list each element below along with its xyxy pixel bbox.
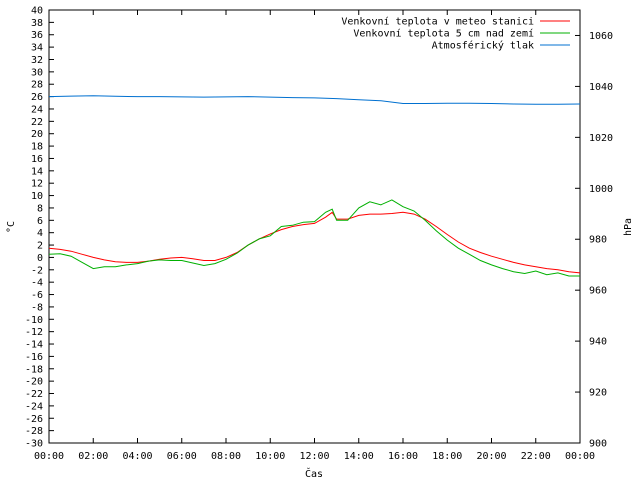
y-left-tick-label: 40 (31, 6, 43, 17)
y-left-tick-label: 36 (31, 30, 43, 41)
y-left-tick-label: 6 (37, 216, 43, 227)
y-left-tick-label: 4 (37, 228, 43, 239)
y-left-tick-label: 28 (31, 80, 43, 91)
y-left-tick-label: -20 (25, 377, 43, 388)
y-left-tick-label: -6 (31, 290, 43, 301)
y-left-tick-label: -14 (25, 340, 43, 351)
y-left-tick-label: 12 (31, 179, 43, 190)
x-tick-label: 06:00 (167, 451, 197, 462)
x-tick-label: 14:00 (344, 451, 374, 462)
y-right-tick-label: 1040 (589, 82, 613, 93)
series-line-2 (48, 95, 581, 105)
y-left-tick-label: -16 (25, 352, 43, 363)
x-tick-label: 02:00 (78, 451, 108, 462)
y-left-tick-label: 30 (31, 67, 43, 78)
y-axis-right-label: hPa (623, 218, 634, 236)
x-tick-label: 10:00 (255, 451, 285, 462)
y-left-tick-label: -8 (31, 302, 43, 313)
x-tick-label: 22:00 (521, 451, 551, 462)
y-left-tick-label: 24 (31, 104, 43, 115)
y-left-tick-label: 10 (31, 191, 43, 202)
y-right-tick-label: 940 (589, 337, 607, 348)
y-left-tick-label: -22 (25, 389, 43, 400)
y-axis-left-label: °C (6, 221, 17, 233)
x-tick-label: 20:00 (476, 451, 506, 462)
y-right-tick-label: 1000 (589, 184, 613, 195)
right-axis-ticks: 900 920 940 960 980 1000 1020 1040 1060 (575, 31, 613, 450)
y-left-tick-label: -10 (25, 315, 43, 326)
x-tick-label: 18:00 (432, 451, 462, 462)
legend-label-0: Venkovní teplota v meteo stanici (341, 16, 534, 28)
y-left-tick-label: 18 (31, 142, 43, 153)
y-left-tick-label: -28 (25, 426, 43, 437)
x-tick-label: 08:00 (211, 451, 241, 462)
left-axis-ticks: -30-28-26-24-22-20-18-16-14-12-10-8-6-4-… (25, 6, 54, 450)
x-tick-label: 04:00 (122, 451, 152, 462)
y-left-tick-label: -26 (25, 414, 43, 425)
x-axis-ticks: 00:00 02:00 04:00 06:00 08:00 10:00 12:00 14:00… (34, 10, 595, 462)
y-left-tick-label: -18 (25, 364, 43, 375)
y-left-tick-label: 26 (31, 92, 43, 103)
series-line-0 (48, 211, 581, 274)
y-left-tick-label: -24 (25, 401, 43, 412)
y-left-tick-label: -30 (25, 439, 43, 450)
y-left-tick-label: -4 (31, 278, 43, 289)
plot-frame (48, 9, 581, 444)
y-left-tick-label: 2 (37, 241, 43, 252)
y-right-tick-label: 980 (589, 235, 607, 246)
y-right-tick-label: 1020 (589, 133, 613, 144)
y-left-tick-label: 0 (37, 253, 43, 264)
y-left-tick-label: 22 (31, 117, 43, 128)
x-tick-label: 00:00 (565, 451, 595, 462)
y-left-tick-label: 14 (31, 166, 43, 177)
x-axis-label: Čas (305, 467, 323, 480)
y-left-tick-label: 16 (31, 154, 43, 165)
y-right-tick-label: 960 (589, 286, 607, 297)
y-right-tick-label: 900 (589, 439, 607, 450)
series-line-1 (48, 199, 580, 277)
y-left-tick-label: 8 (37, 203, 43, 214)
x-tick-label: 12:00 (299, 451, 329, 462)
legend-label-1: Venkovní teplota 5 cm nad zemí (353, 28, 534, 40)
y-left-tick-label: 38 (31, 18, 43, 29)
x-tick-label: 16:00 (388, 451, 418, 462)
legend-label-2: Atmosférický tlak (432, 40, 534, 52)
y-left-tick-label: -12 (25, 327, 43, 338)
legend: Venkovní teplota v meteo staniciVenkovní… (341, 16, 570, 52)
y-left-tick-label: 34 (31, 43, 43, 54)
y-left-tick-label: 20 (31, 129, 43, 140)
y-left-tick-label: -2 (31, 265, 43, 276)
series-lines (48, 95, 581, 277)
x-tick-label: 00:00 (34, 451, 64, 462)
y-right-tick-label: 920 (589, 388, 607, 399)
y-left-tick-label: 32 (31, 55, 43, 66)
y-right-tick-label: 1060 (589, 31, 613, 42)
